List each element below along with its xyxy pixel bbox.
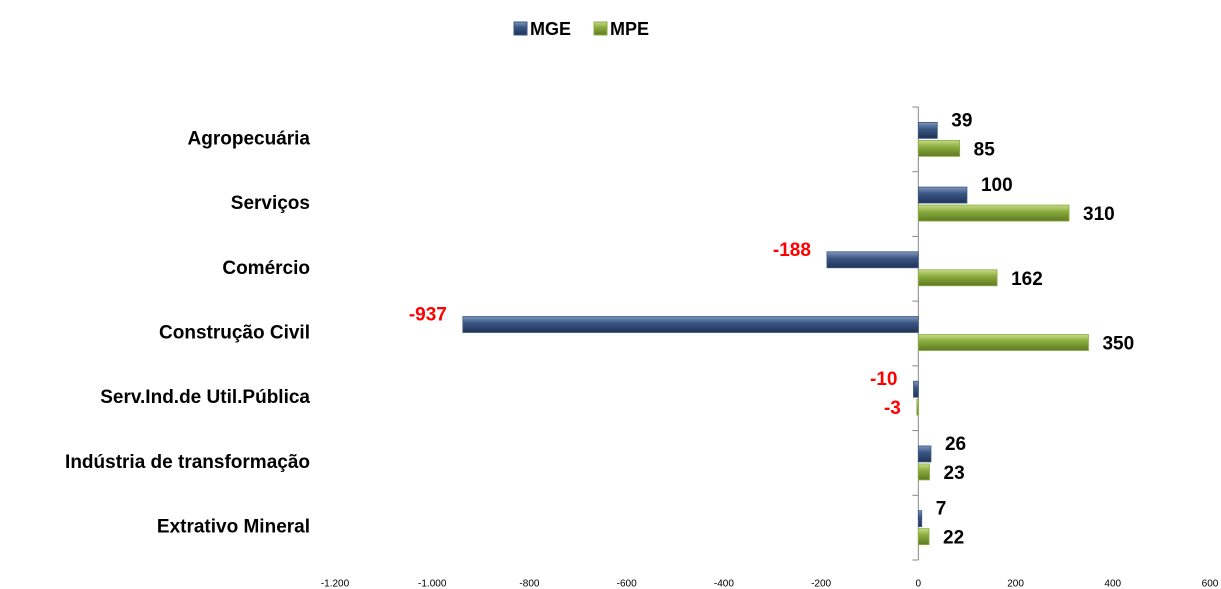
data-label: 350 (1102, 334, 1134, 355)
data-label: 310 (1083, 204, 1115, 225)
category-label: Serv.Ind.de Util.Pública (100, 387, 310, 408)
category-label: Serviços (231, 193, 310, 214)
legend-label: MPE (610, 19, 649, 39)
data-label: -188 (773, 240, 811, 261)
x-tick-label: 200 (1007, 579, 1024, 589)
data-label: 85 (974, 139, 996, 160)
data-label: 100 (981, 175, 1013, 196)
bar (917, 334, 1089, 351)
bar (917, 139, 961, 157)
category-label: Construção Civil (159, 323, 310, 344)
bar (916, 398, 919, 416)
x-tick-label: 0 (916, 579, 922, 589)
bar (917, 510, 923, 528)
x-tick-label: -800 (519, 579, 539, 589)
legend-label: MGE (530, 19, 571, 39)
x-tick-label: 400 (1104, 579, 1121, 589)
bar (917, 204, 1070, 222)
legend-swatch (513, 21, 528, 36)
category-label: Indústria de transformação (65, 452, 310, 473)
bar (917, 528, 930, 546)
category-label: Agropecuária (188, 128, 311, 149)
x-tick-label: -1.200 (321, 579, 350, 589)
bar (913, 380, 919, 398)
x-tick-label: -400 (714, 579, 734, 589)
x-tick-label: -200 (811, 579, 831, 589)
data-label: 7 (936, 499, 947, 520)
bar (917, 445, 932, 463)
bar (917, 186, 968, 204)
data-label: 162 (1011, 269, 1043, 290)
bar (462, 316, 919, 333)
x-tick-label: -1.000 (418, 579, 447, 589)
data-label: 26 (945, 434, 966, 455)
bar (917, 269, 998, 287)
bar (917, 463, 930, 481)
bar (826, 251, 919, 269)
data-label: 39 (951, 110, 972, 131)
category-label: Comércio (222, 258, 310, 279)
data-label: 23 (944, 463, 965, 484)
legend-swatch (593, 21, 608, 36)
data-label: -10 (870, 369, 897, 390)
data-label: -937 (409, 305, 447, 326)
x-tick-label: 600 (1202, 579, 1219, 589)
data-label: -3 (884, 398, 901, 419)
bar (917, 121, 938, 139)
x-tick-label: -600 (617, 579, 637, 589)
data-label: 22 (943, 528, 964, 549)
category-label: Extrativo Mineral (157, 517, 310, 538)
